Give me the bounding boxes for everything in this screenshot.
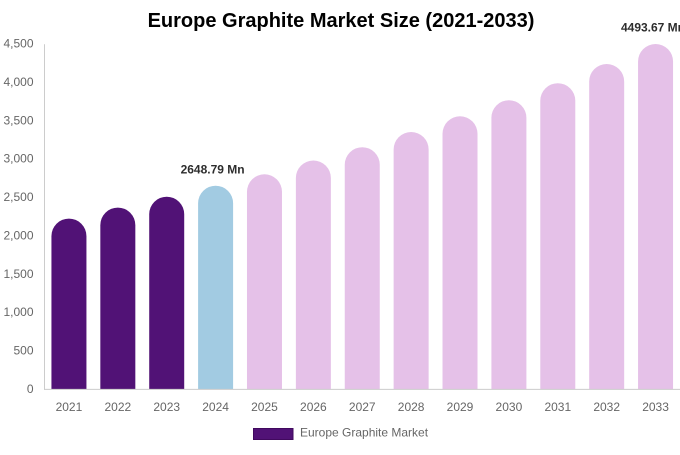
svg-text:2028: 2028 [398,400,425,414]
svg-text:2022: 2022 [104,400,131,414]
svg-text:1,500: 1,500 [3,267,33,281]
svg-text:2033: 2033 [642,400,669,414]
svg-text:2024: 2024 [202,400,229,414]
svg-text:2030: 2030 [496,400,523,414]
svg-text:2026: 2026 [300,400,327,414]
svg-text:Europe Graphite Market: Europe Graphite Market [300,426,429,440]
svg-text:2031: 2031 [544,400,571,414]
svg-text:0: 0 [27,382,34,396]
svg-text:2,000: 2,000 [3,228,33,242]
svg-text:2029: 2029 [447,400,474,414]
svg-text:2023: 2023 [153,400,180,414]
svg-text:3,000: 3,000 [3,152,33,166]
svg-text:4,500: 4,500 [3,37,33,51]
svg-text:2,500: 2,500 [3,190,33,204]
svg-text:2025: 2025 [251,400,278,414]
svg-text:4493.67 Mn: 4493.67 Mn [621,21,680,35]
svg-text:2027: 2027 [349,400,376,414]
svg-text:2021: 2021 [56,400,83,414]
svg-text:2032: 2032 [593,400,620,414]
svg-text:3,500: 3,500 [3,113,33,127]
svg-text:4,000: 4,000 [3,75,33,89]
svg-text:2648.79 Mn: 2648.79 Mn [181,162,245,176]
svg-text:1,000: 1,000 [3,305,33,319]
svg-text:500: 500 [13,344,33,358]
svg-text:Europe Graphite Market Size (2: Europe Graphite Market Size (2021-2033) [148,10,535,32]
